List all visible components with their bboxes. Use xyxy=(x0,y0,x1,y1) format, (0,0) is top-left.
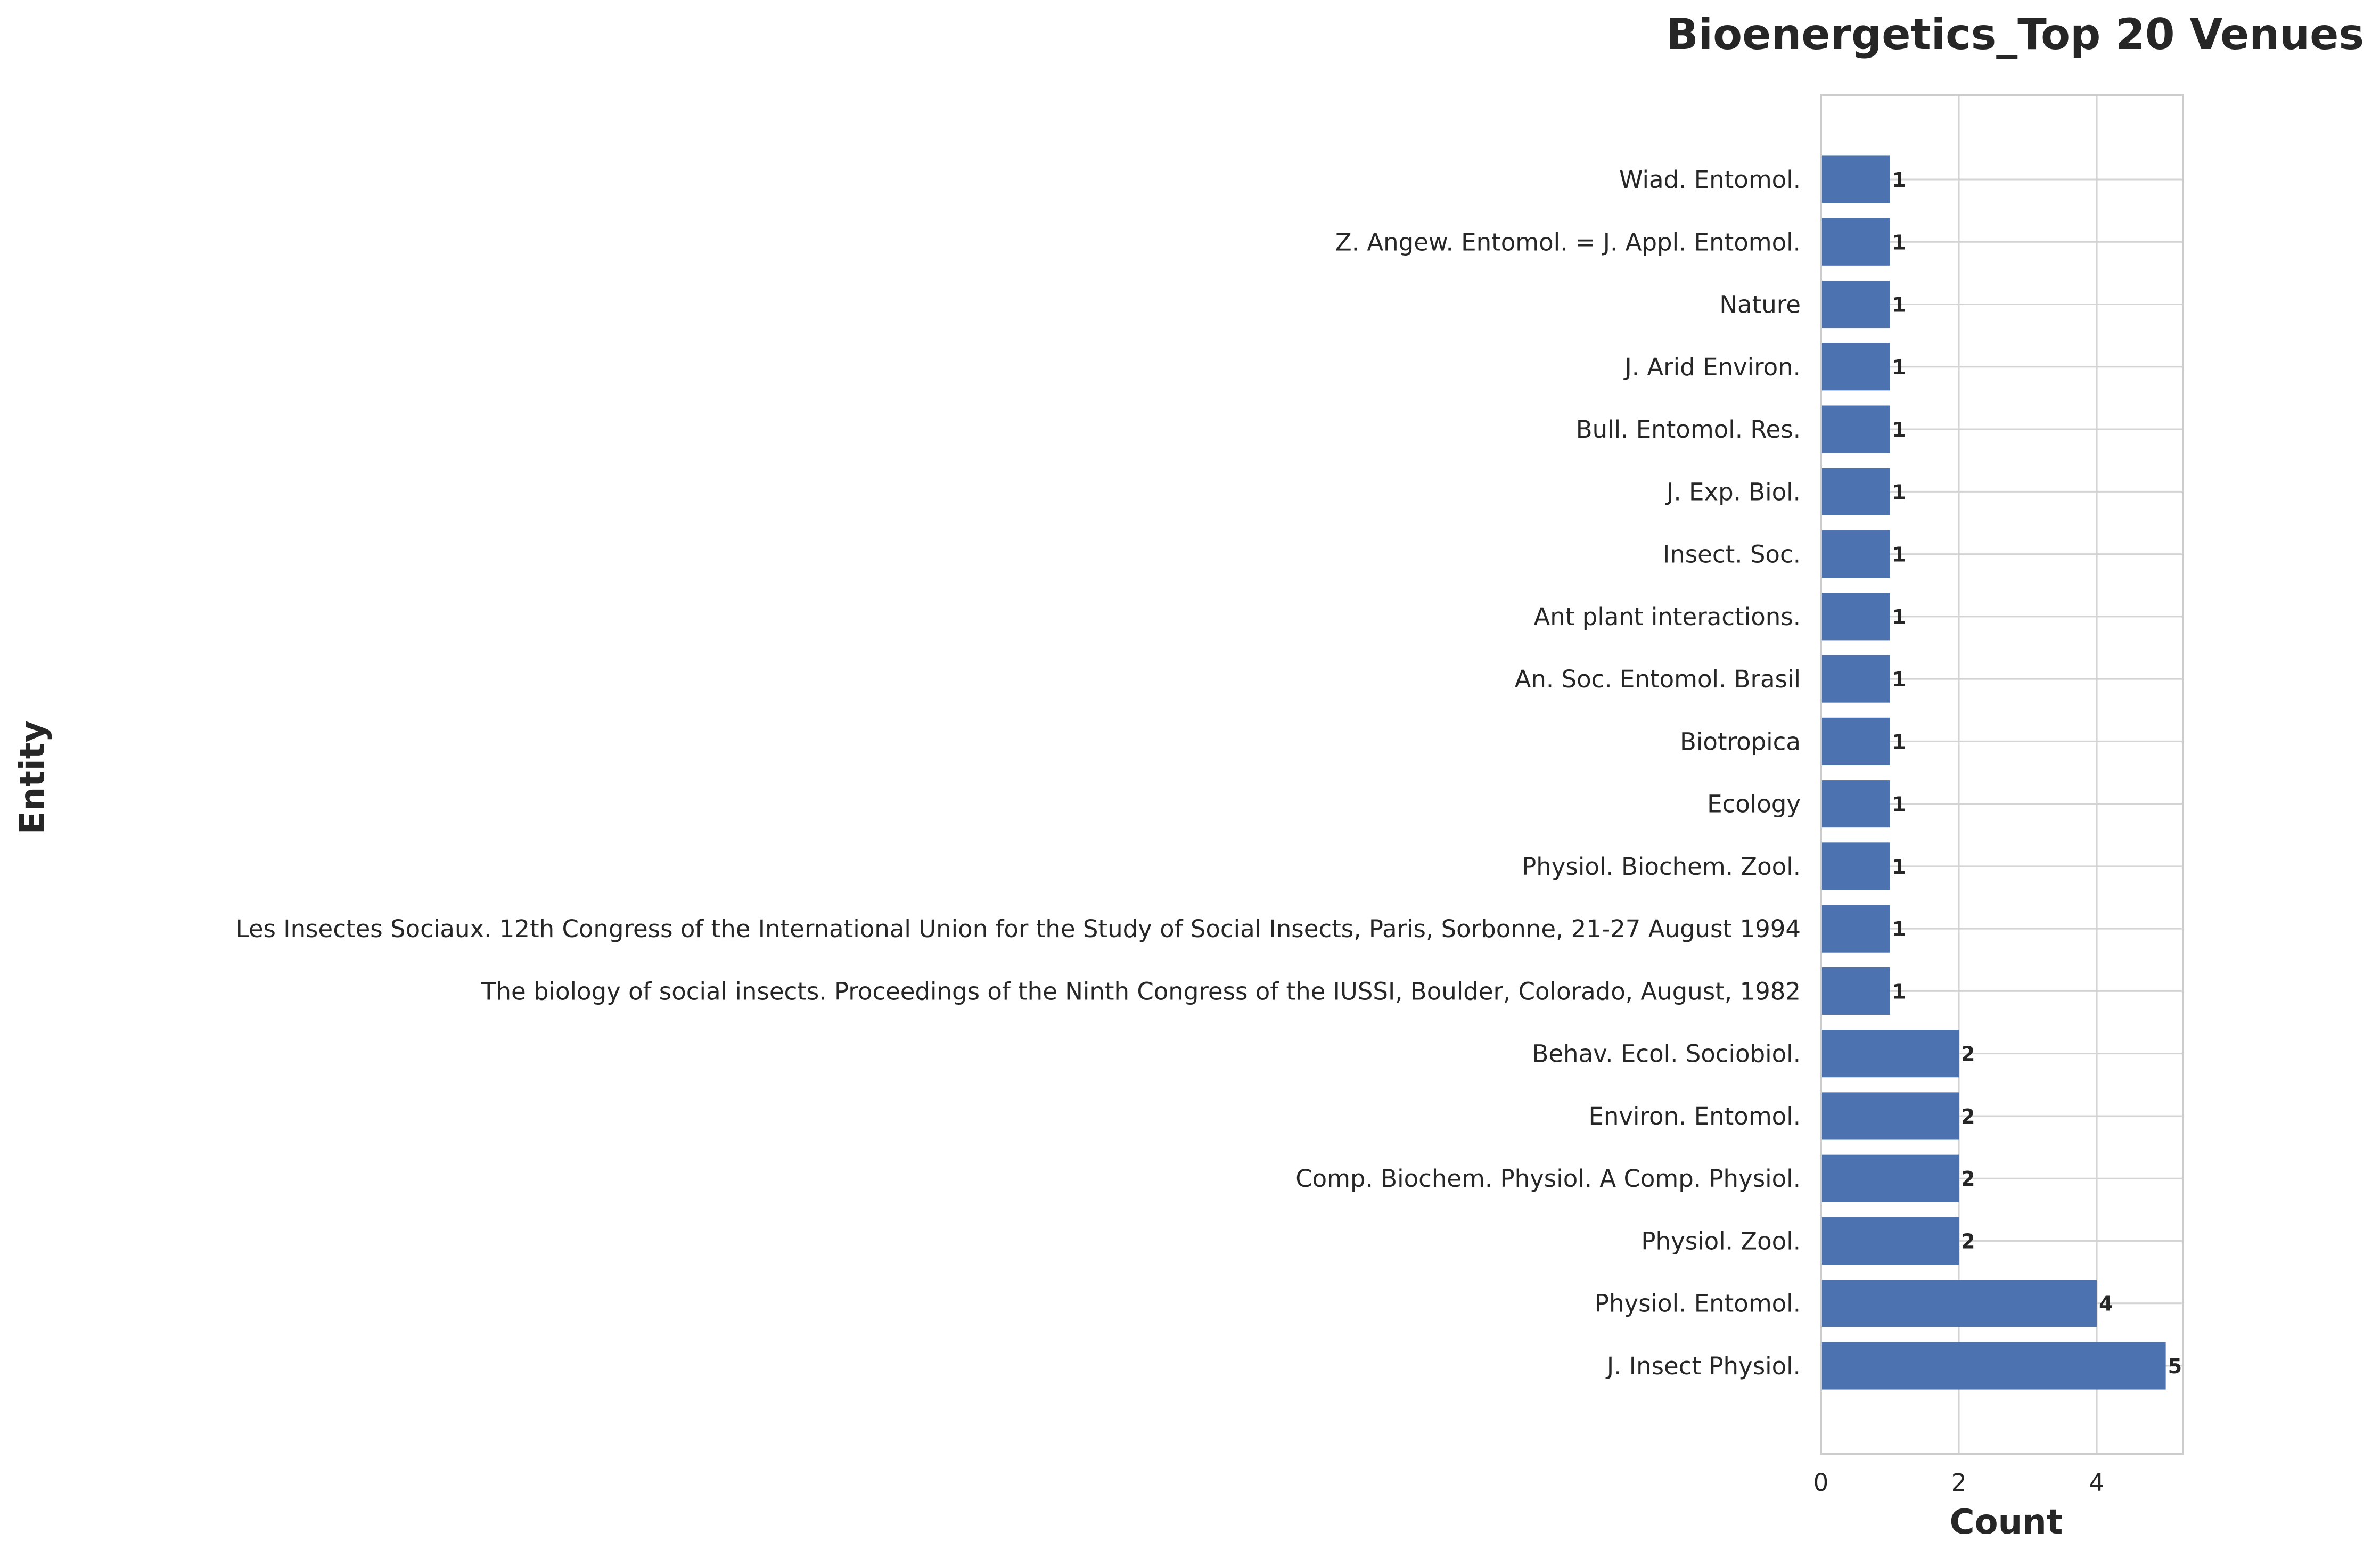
bar xyxy=(1821,155,1890,203)
data-label: 2 xyxy=(1961,1105,1975,1128)
bar xyxy=(1821,593,1890,641)
bar xyxy=(1821,1280,2097,1327)
bar xyxy=(1821,343,1890,391)
data-label: 1 xyxy=(1892,543,1906,567)
data-label: 1 xyxy=(1892,418,1906,441)
x-tick-labels: 0 2 4 xyxy=(1813,1469,2105,1497)
bars xyxy=(1821,155,2166,1390)
data-label: 1 xyxy=(1892,917,1906,941)
bar xyxy=(1821,655,1890,703)
y-tick-label: Environ. Entomol. xyxy=(1588,1102,1801,1130)
chart-title: Bioenergetics_Top 20 Venues xyxy=(1666,10,2364,59)
data-labels: 5 4 2 2 2 2 1 1 1 1 1 1 1 1 1 1 1 1 1 1 xyxy=(1892,168,2182,1378)
data-label: 1 xyxy=(1892,855,1906,879)
y-tick-label: Biotropica xyxy=(1680,727,1801,756)
y-tick-label: J. Arid Environ. xyxy=(1623,353,1801,381)
data-label: 1 xyxy=(1892,356,1906,379)
data-label: 4 xyxy=(2099,1292,2113,1316)
y-tick-label: Wiad. Entomol. xyxy=(1619,166,1801,194)
bar xyxy=(1821,967,1890,1015)
x-tick-label: 4 xyxy=(2089,1469,2105,1497)
bar xyxy=(1821,842,1890,890)
bar xyxy=(1821,1154,1959,1202)
data-label: 1 xyxy=(1892,480,1906,504)
y-tick-label: Physiol. Biochem. Zool. xyxy=(1522,852,1801,881)
bar xyxy=(1821,1092,1959,1140)
bar xyxy=(1821,905,1890,953)
x-tick-label: 0 xyxy=(1813,1469,1829,1497)
y-tick-label: Nature xyxy=(1719,291,1801,319)
y-tick-label: Insect. Soc. xyxy=(1663,540,1801,569)
bar xyxy=(1821,468,1890,515)
y-tick-label: Z. Angew. Entomol. = J. Appl. Entomol. xyxy=(1335,228,1801,256)
data-label: 1 xyxy=(1892,231,1906,254)
y-tick-label: The biology of social insects. Proceedin… xyxy=(481,977,1801,1005)
data-label: 2 xyxy=(1961,1229,1975,1253)
bar xyxy=(1821,780,1890,828)
y-tick-label: Physiol. Zool. xyxy=(1641,1227,1801,1255)
bar xyxy=(1821,218,1890,266)
bar xyxy=(1821,1217,1959,1265)
y-axis-label: Entity xyxy=(13,720,53,834)
y-tick-labels: J. Insect Physiol. Physiol. Entomol. Physi… xyxy=(236,166,1801,1380)
data-label: 2 xyxy=(1961,1043,1975,1066)
bar xyxy=(1821,1030,1959,1078)
data-label: 2 xyxy=(1961,1167,1975,1191)
data-label: 1 xyxy=(1892,605,1906,629)
y-tick-label: Bull. Entomol. Res. xyxy=(1576,415,1801,444)
x-axis-label: Count xyxy=(1950,1503,2063,1542)
data-label: 1 xyxy=(1892,293,1906,317)
bar xyxy=(1821,280,1890,329)
data-label: 1 xyxy=(1892,730,1906,753)
data-label: 1 xyxy=(1892,793,1906,816)
y-tick-label: Les Insectes Sociaux. 12th Congress of t… xyxy=(236,915,1801,943)
plot-frame xyxy=(1820,94,2184,1455)
data-label: 1 xyxy=(1892,980,1906,1003)
bar xyxy=(1821,530,1890,578)
y-tick-label: Ecology xyxy=(1707,790,1801,818)
y-tick-label: An. Soc. Entomol. Brasil xyxy=(1515,665,1801,693)
data-label: 5 xyxy=(2168,1355,2182,1378)
y-tick-label: Comp. Biochem. Physiol. A Comp. Physiol. xyxy=(1295,1165,1801,1193)
x-tick-label: 2 xyxy=(1951,1469,1967,1497)
y-tick-label: Behav. Ecol. Sociobiol. xyxy=(1532,1040,1801,1068)
bar xyxy=(1821,1342,2166,1390)
bar xyxy=(1821,405,1890,453)
y-tick-label: Ant plant interactions. xyxy=(1534,603,1801,631)
data-label: 1 xyxy=(1892,668,1906,691)
y-tick-label: Physiol. Entomol. xyxy=(1595,1290,1801,1318)
y-tick-label: J. Insect Physiol. xyxy=(1605,1352,1801,1380)
data-label: 1 xyxy=(1892,168,1906,192)
bar xyxy=(1821,717,1890,765)
y-tick-label: J. Exp. Biol. xyxy=(1665,478,1801,506)
